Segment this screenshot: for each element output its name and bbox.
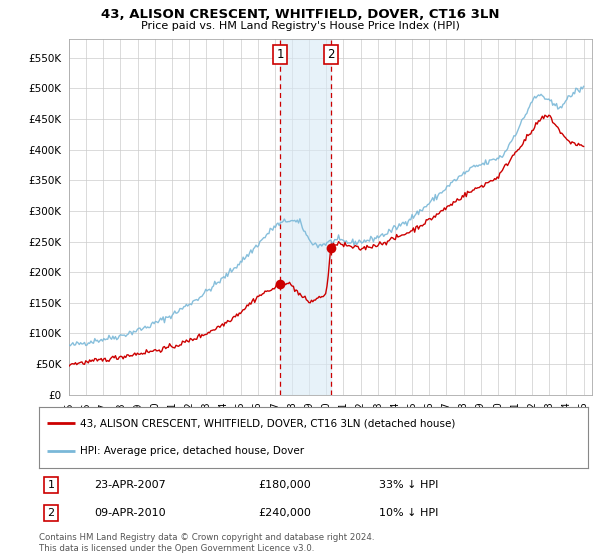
Text: 43, ALISON CRESCENT, WHITFIELD, DOVER, CT16 3LN: 43, ALISON CRESCENT, WHITFIELD, DOVER, C…: [101, 8, 499, 21]
Text: 1: 1: [276, 48, 284, 61]
Text: 43, ALISON CRESCENT, WHITFIELD, DOVER, CT16 3LN (detached house): 43, ALISON CRESCENT, WHITFIELD, DOVER, C…: [80, 418, 455, 428]
Text: 10% ↓ HPI: 10% ↓ HPI: [379, 508, 439, 518]
Text: 33% ↓ HPI: 33% ↓ HPI: [379, 480, 439, 490]
Text: £240,000: £240,000: [259, 508, 311, 518]
Text: Contains HM Land Registry data © Crown copyright and database right 2024.
This d: Contains HM Land Registry data © Crown c…: [39, 533, 374, 553]
Text: Price paid vs. HM Land Registry's House Price Index (HPI): Price paid vs. HM Land Registry's House …: [140, 21, 460, 31]
Text: 2: 2: [47, 508, 55, 518]
Text: £180,000: £180,000: [259, 480, 311, 490]
Text: HPI: Average price, detached house, Dover: HPI: Average price, detached house, Dove…: [80, 446, 304, 456]
Text: 23-APR-2007: 23-APR-2007: [94, 480, 166, 490]
Text: 1: 1: [47, 480, 55, 490]
Bar: [280, 39, 331, 395]
Text: 09-APR-2010: 09-APR-2010: [94, 508, 166, 518]
Text: 2: 2: [327, 48, 335, 61]
